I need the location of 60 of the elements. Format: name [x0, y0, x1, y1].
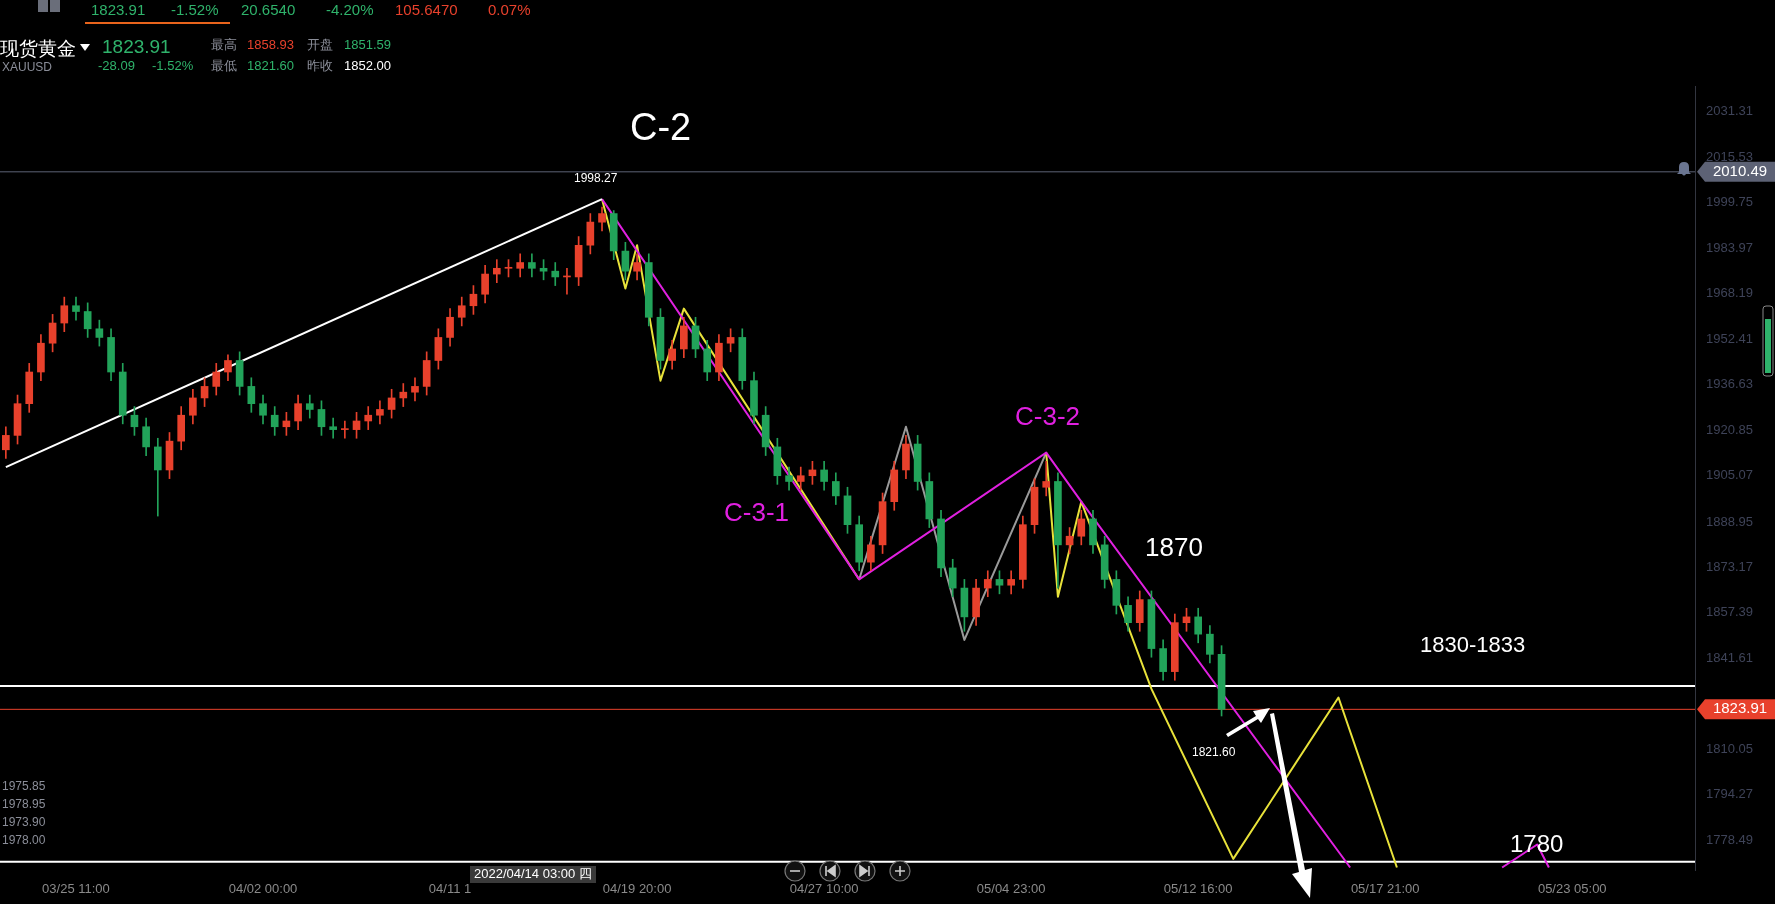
y-tick-label: 1873.17: [1706, 559, 1753, 574]
text: -1.52%: [152, 58, 194, 74]
y-tick-label: 1905.07: [1706, 467, 1753, 483]
text: 昨收: [307, 58, 333, 74]
annotation: 1780: [1510, 830, 1564, 858]
y-tick-label: 1888.95: [1706, 513, 1753, 529]
x-tick-label: 05/12 16:00: [1163, 880, 1233, 896]
x-tick-label: 03/25 11:00: [42, 880, 110, 896]
y-tick-label: 1778.49: [1706, 831, 1753, 847]
annotation: 1978.00: [2, 833, 46, 848]
text: 20.6540: [241, 1, 296, 19]
x-tick-label: 05/04 23:00: [976, 880, 1046, 896]
annotation: C-3-2: [1015, 401, 1081, 432]
text: 开盘: [307, 37, 333, 53]
x-tick-label: 04/27 10:00: [789, 880, 859, 896]
text: 1852.00: [344, 58, 391, 74]
ref-line-label: 2010.49: [1712, 161, 1768, 179]
annotation: 1978.95: [2, 797, 46, 812]
annotation: 1830-1833: [1420, 632, 1526, 658]
text: 1851.59: [344, 37, 391, 53]
y-tick-label: 2015.53: [1706, 148, 1753, 164]
y-tick-label: 1983.97: [1706, 239, 1753, 255]
candlestick: [341, 420, 349, 439]
x-tick-label: 04/11 1: [428, 880, 472, 896]
text: 1821.60: [247, 58, 294, 74]
text: 1823.91: [102, 36, 171, 58]
y-tick-label: 1952.41: [1706, 330, 1753, 346]
y-tick-label: 1810.05: [1706, 740, 1753, 756]
text: 1823.91: [91, 1, 146, 19]
text: -1.52%: [171, 1, 219, 19]
y-tick-label: 1857.39: [1706, 604, 1753, 620]
y-tick-label: 1794.27: [1706, 786, 1753, 802]
text: 最低: [211, 58, 237, 74]
annotation: 1870: [1145, 532, 1203, 563]
annotation: C-2: [630, 106, 692, 150]
y-tick-label: 2031.31: [1706, 103, 1753, 119]
annotation: 1975.85: [2, 779, 46, 794]
text: -28.09: [98, 58, 135, 74]
text: 最高: [211, 37, 237, 53]
annotation: 1821.60: [1192, 745, 1236, 760]
chart-subtitle: XAUUSD: [2, 60, 53, 74]
ref-line-label: 1823.91: [1712, 699, 1768, 717]
annotation: C-3-1: [724, 497, 790, 528]
y-tick-label: 1968.19: [1706, 285, 1753, 301]
y-tick-label: 1920.85: [1706, 421, 1753, 437]
text: 105.6470: [395, 1, 458, 19]
x-tick-label: 04/02 00:00: [228, 880, 298, 896]
x-tick-label: 04/19 20:00: [602, 880, 672, 896]
text: 1858.93: [247, 37, 294, 53]
text: -4.20%: [326, 1, 374, 19]
y-tick-label: 1936.63: [1706, 376, 1753, 392]
x-tick-label: 05/17 21:00: [1350, 880, 1420, 896]
y-tick-label: 1841.61: [1706, 649, 1753, 665]
annotation: 2022/04/14 03:00 四: [470, 866, 596, 883]
y-tick-label: 1999.75: [1706, 194, 1753, 210]
chart-title: 现货黄金: [0, 38, 76, 59]
annotation: 1998.27: [574, 171, 618, 186]
x-tick-label: 05/23 05:00: [1537, 880, 1607, 896]
annotation: 1973.90: [2, 815, 46, 830]
text: 0.07%: [488, 1, 531, 19]
